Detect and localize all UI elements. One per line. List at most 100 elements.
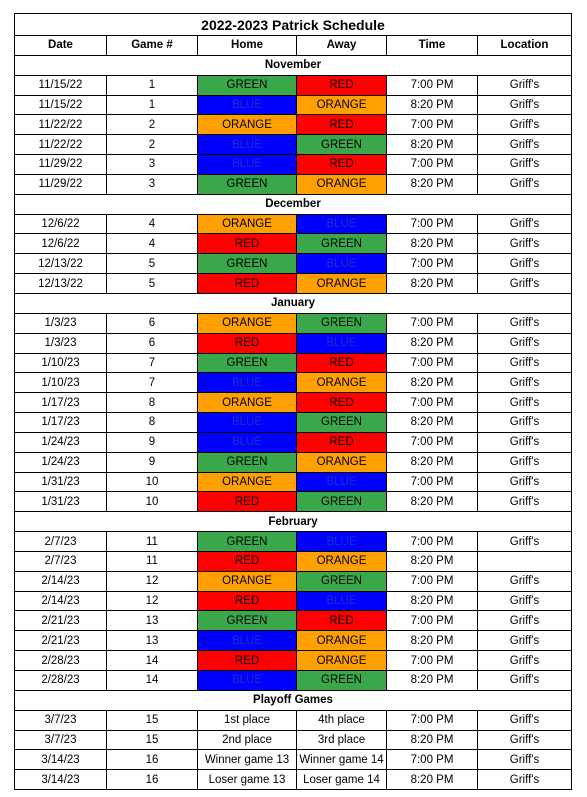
home-team-cell: GREEN: [197, 352, 297, 374]
location-cell: Griff's: [477, 709, 572, 731]
time-cell: 8:20 PM: [386, 332, 478, 354]
game-number-cell: 6: [106, 312, 198, 334]
home-team-cell: ORANGE: [197, 471, 297, 493]
location-cell: Griff's: [477, 749, 572, 771]
game-number-cell: 16: [106, 769, 198, 791]
date-cell: 11/22/22: [14, 134, 107, 156]
home-team-cell: RED: [197, 650, 297, 671]
time-cell: 8:20 PM: [386, 630, 478, 652]
away-team-cell: ORANGE: [296, 451, 387, 473]
away-team-cell: RED: [296, 392, 387, 414]
game-number-cell: 4: [106, 233, 198, 255]
location-cell: Griff's: [477, 570, 572, 592]
date-cell: 2/21/23: [14, 610, 107, 632]
away-team-cell: BLUE: [296, 471, 387, 493]
date-cell: 2/28/23: [14, 670, 107, 691]
time-cell: 7:00 PM: [386, 709, 478, 731]
game-number-cell: 11: [106, 531, 198, 552]
game-number-cell: 5: [106, 253, 198, 275]
time-cell: 7:00 PM: [386, 114, 478, 136]
date-cell: 2/14/23: [14, 570, 107, 592]
game-row: 11/29/22 3 GREEN ORANGE 8:20 PM Griff's: [14, 173, 572, 195]
away-team-cell: GREEN: [296, 412, 387, 433]
away-team-cell: GREEN: [296, 491, 387, 513]
game-row: 2/7/23 11 RED ORANGE 8:20 PM: [14, 550, 572, 572]
section-row: January: [14, 292, 572, 314]
date-cell: 2/7/23: [14, 531, 107, 552]
away-team-cell: ORANGE: [296, 630, 387, 652]
location-cell: Griff's: [477, 670, 572, 691]
game-row: 2/21/23 13 BLUE ORANGE 8:20 PM Griff's: [14, 630, 572, 652]
home-team-cell: BLUE: [197, 94, 297, 116]
home-team-cell: ORANGE: [197, 392, 297, 414]
home-team-cell: GREEN: [197, 173, 297, 195]
location-cell: Griff's: [477, 154, 572, 175]
game-number-cell: 4: [106, 213, 198, 235]
game-number-cell: 15: [106, 709, 198, 731]
date-cell: 12/6/22: [14, 213, 107, 235]
date-cell: 11/22/22: [14, 114, 107, 136]
away-team-cell: BLUE: [296, 590, 387, 612]
game-number-cell: 9: [106, 431, 198, 453]
time-cell: 8:20 PM: [386, 769, 478, 791]
away-team-cell: ORANGE: [296, 372, 387, 394]
game-number-cell: 10: [106, 491, 198, 513]
away-team-cell: GREEN: [296, 570, 387, 592]
time-cell: 7:00 PM: [386, 352, 478, 374]
home-team-cell: RED: [197, 590, 297, 612]
section-row: December: [14, 193, 572, 215]
game-row: 1/10/23 7 GREEN RED 7:00 PM Griff's: [14, 352, 572, 374]
game-number-cell: 6: [106, 332, 198, 354]
home-team-cell: ORANGE: [197, 312, 297, 334]
game-row: 2/28/23 14 BLUE GREEN 8:20 PM Griff's: [14, 670, 572, 691]
home-team-cell: RED: [197, 491, 297, 513]
location-cell: Griff's: [477, 253, 572, 275]
home-team-cell: BLUE: [197, 412, 297, 433]
location-cell: [477, 550, 572, 572]
game-number-cell: 8: [106, 412, 198, 433]
time-cell: 7:00 PM: [386, 531, 478, 552]
location-cell: Griff's: [477, 769, 572, 791]
time-cell: 7:00 PM: [386, 471, 478, 493]
section-heading: December: [14, 193, 572, 215]
time-cell: 8:20 PM: [386, 412, 478, 433]
time-cell: 7:00 PM: [386, 74, 478, 96]
section-heading: Playoff Games: [14, 689, 572, 711]
section-row: November: [14, 54, 572, 76]
date-cell: 2/7/23: [14, 550, 107, 572]
game-number-cell: 8: [106, 392, 198, 414]
game-row: 1/24/23 9 GREEN ORANGE 8:20 PM Griff's: [14, 451, 572, 473]
header-home: Home: [197, 35, 297, 56]
away-team-cell: BLUE: [296, 213, 387, 235]
home-team-cell: RED: [197, 273, 297, 294]
location-cell: Griff's: [477, 332, 572, 354]
date-cell: 3/7/23: [14, 709, 107, 731]
game-row: 1/3/23 6 RED BLUE 8:20 PM Griff's: [14, 332, 572, 354]
game-number-cell: 2: [106, 134, 198, 156]
time-cell: 7:00 PM: [386, 253, 478, 275]
location-cell: Griff's: [477, 491, 572, 513]
date-cell: 1/24/23: [14, 451, 107, 473]
game-row: 1/24/23 9 BLUE RED 7:00 PM Griff's: [14, 431, 572, 453]
date-cell: 12/6/22: [14, 233, 107, 255]
game-number-cell: 1: [106, 94, 198, 116]
game-number-cell: 5: [106, 273, 198, 294]
date-cell: 1/31/23: [14, 471, 107, 493]
section-heading: February: [14, 511, 572, 533]
time-cell: 7:00 PM: [386, 610, 478, 632]
away-team-cell: GREEN: [296, 670, 387, 691]
date-cell: 1/10/23: [14, 352, 107, 374]
game-row: 1/10/23 7 BLUE ORANGE 8:20 PM Griff's: [14, 372, 572, 394]
location-cell: Griff's: [477, 471, 572, 493]
date-cell: 2/14/23: [14, 590, 107, 612]
away-team-cell: 4th place: [296, 709, 387, 731]
home-team-cell: Loser game 13: [197, 769, 297, 791]
game-row: 11/22/22 2 BLUE GREEN 8:20 PM Griff's: [14, 134, 572, 156]
date-cell: 12/13/22: [14, 253, 107, 275]
game-number-cell: 14: [106, 650, 198, 671]
schedule-title: 2022-2023 Patrick Schedule: [14, 13, 572, 36]
location-cell: Griff's: [477, 312, 572, 334]
home-team-cell: RED: [197, 233, 297, 255]
location-cell: Griff's: [477, 213, 572, 235]
game-number-cell: 3: [106, 173, 198, 195]
